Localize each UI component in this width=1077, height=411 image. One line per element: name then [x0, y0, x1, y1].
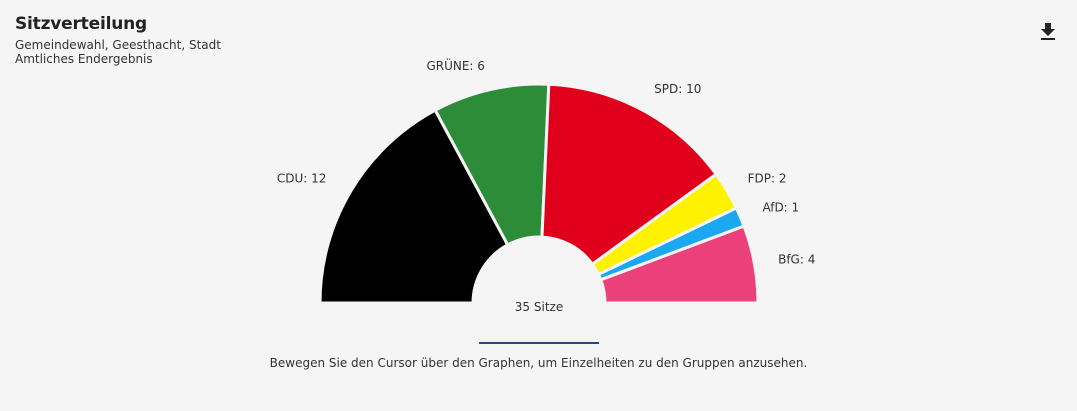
total-seats-label: 35 Sitze: [515, 300, 563, 314]
download-icon: [1041, 23, 1055, 40]
divider-line: [479, 342, 599, 344]
slice-spd[interactable]: [540, 82, 719, 267]
slice-label-spd: SPD: 10: [654, 82, 701, 96]
slice-label-afd: AfD: 1: [762, 200, 799, 214]
slice-bfg[interactable]: [598, 224, 760, 305]
slice-label-cdu: CDU: 12: [277, 171, 327, 185]
chart-title: Sitzverteilung: [15, 14, 147, 34]
download-button[interactable]: [1037, 20, 1059, 42]
hover-hint: Bewegen Sie den Cursor über den Graphen,…: [269, 356, 808, 370]
slice-label-fdp: FDP: 2: [748, 171, 787, 185]
slice-label-gr-ne: GRÜNE: 6: [426, 57, 484, 73]
chart-subtitle-election: Gemeindewahl, Geesthacht, Stadt: [15, 38, 221, 52]
chart-subtitle-status: Amtliches Endergebnis: [15, 52, 153, 66]
slice-label-bfg: BfG: 4: [778, 253, 815, 267]
